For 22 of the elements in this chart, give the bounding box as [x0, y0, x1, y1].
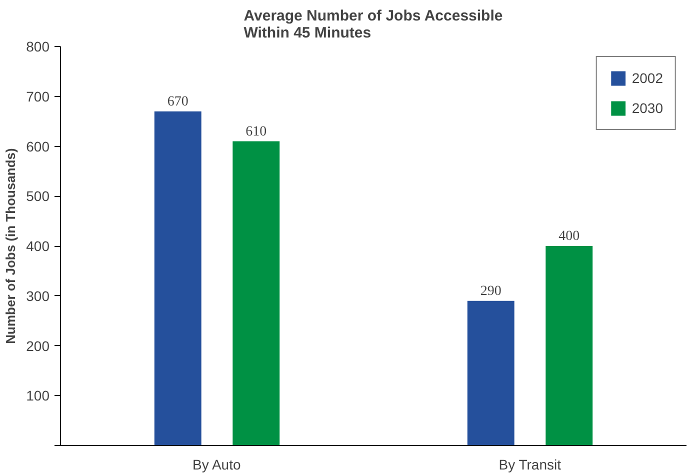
bar: [232, 141, 280, 446]
y-tick-label: 800: [26, 38, 50, 54]
data-label: 400: [558, 229, 580, 244]
legend-label: 2030: [632, 100, 663, 116]
y-tick-label: 600: [26, 138, 50, 154]
y-axis-title: Number of Jobs (in Thousands): [3, 148, 18, 344]
y-tick-label: 100: [26, 388, 50, 404]
y-tick-label: 400: [26, 238, 50, 254]
y-tick-label: 500: [26, 188, 50, 204]
x-tick-label: By Transit: [498, 456, 562, 472]
data-label: 670: [167, 94, 188, 110]
bar: [467, 300, 514, 446]
x-tick-label: By Auto: [192, 456, 241, 472]
chart-title: Average Number of Jobs Accessible Within 45 Minutes: [244, 8, 503, 42]
y-tick-label: 200: [26, 338, 50, 354]
y-tick-label: 300: [26, 288, 50, 304]
data-label: 610: [246, 124, 267, 140]
bar: [154, 111, 202, 446]
data-label: 290: [480, 284, 502, 299]
legend-label: 2002: [632, 70, 663, 86]
y-tick-label: 700: [26, 88, 50, 104]
bar: [546, 246, 593, 446]
